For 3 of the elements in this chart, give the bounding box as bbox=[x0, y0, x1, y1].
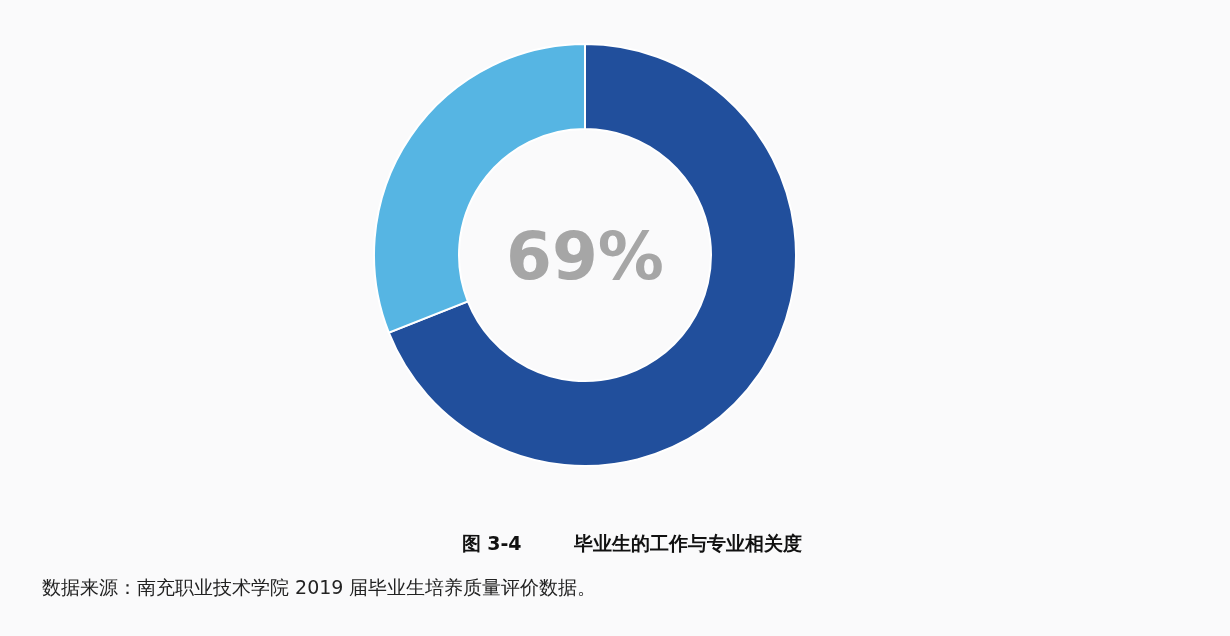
text: 图 3-4 毕业生的工作与专业相关度 bbox=[461, 532, 803, 554]
data-label: 69% bbox=[506, 218, 664, 295]
source-note: 数据来源：南充职业技术学院 2019 届毕业生培养质量评价数据。 bbox=[42, 576, 597, 598]
